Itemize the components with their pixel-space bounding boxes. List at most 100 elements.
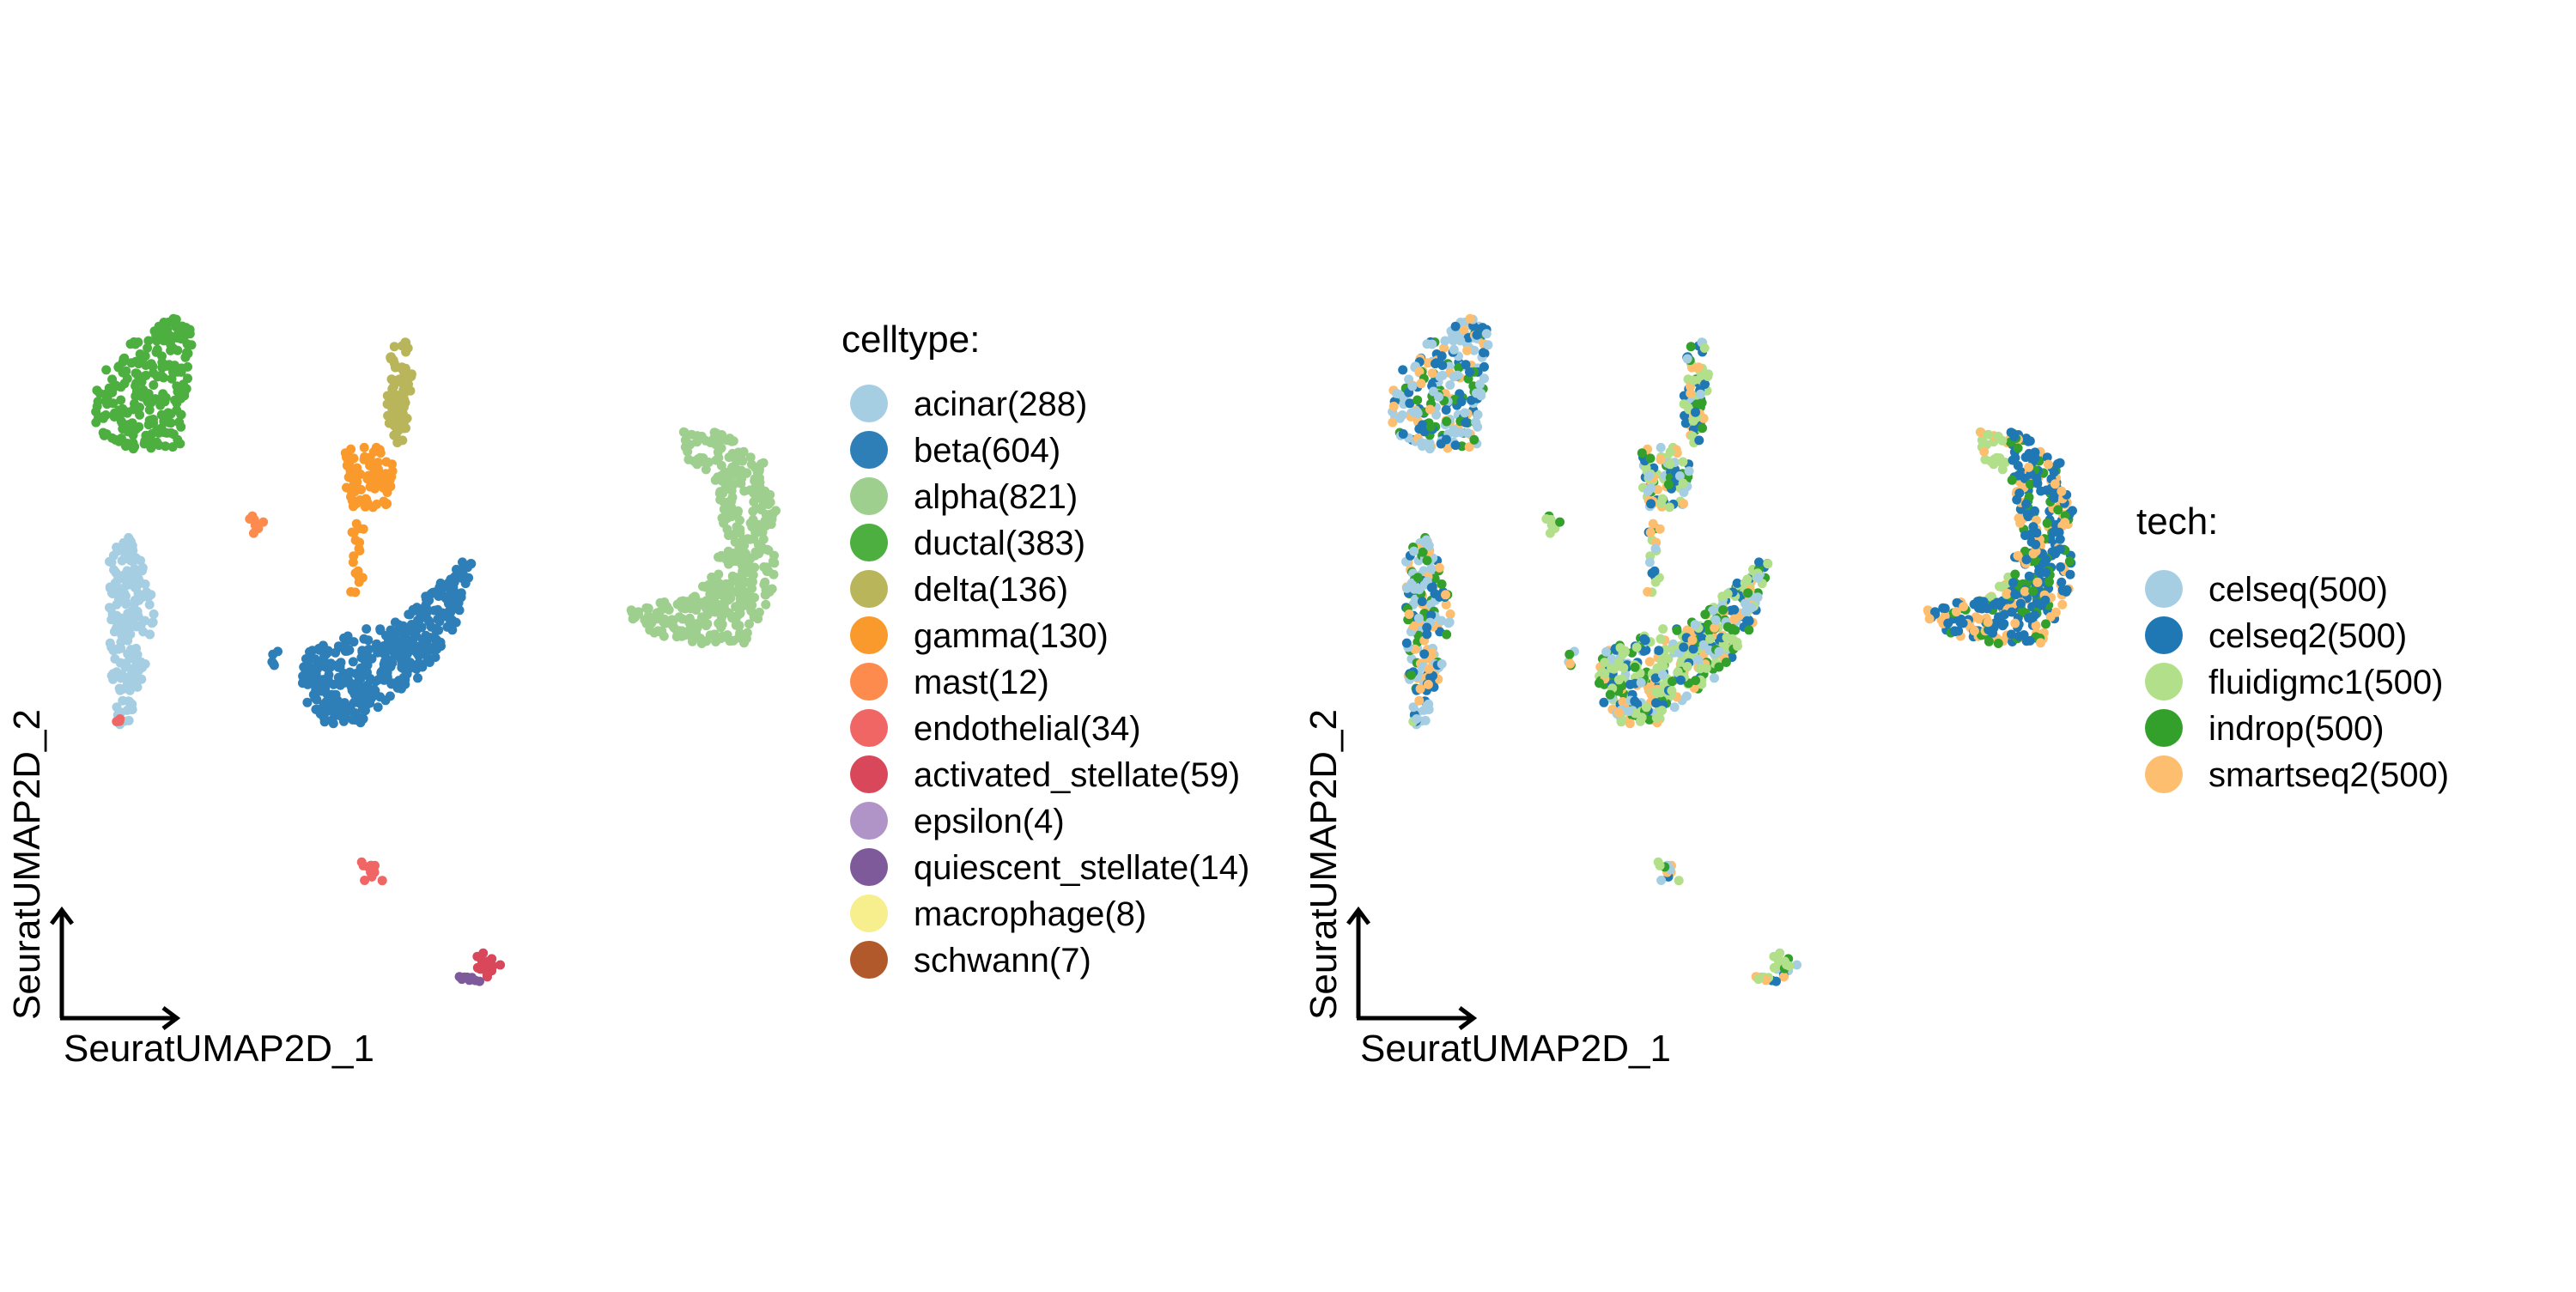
scatter-point: [361, 670, 371, 680]
legend-swatch: [850, 431, 888, 469]
scatter-point: [173, 434, 183, 445]
scatter-point: [760, 577, 770, 587]
scatter-point: [360, 498, 369, 508]
scatter-point: [424, 658, 434, 667]
scatter-point: [1449, 336, 1459, 346]
legend-label: celseq2(500): [2208, 617, 2407, 655]
scatter-point: [1431, 409, 1442, 420]
scatter-point: [1979, 446, 1990, 457]
scatter-point: [1655, 860, 1665, 870]
scatter-point: [1456, 397, 1467, 407]
scatter-point: [716, 443, 726, 453]
scatter-point: [706, 588, 715, 598]
scatter-point: [403, 343, 413, 353]
x-axis-label: SeuratUMAP2D_1: [64, 1028, 374, 1070]
scatter-point: [754, 607, 764, 617]
scatter-point: [1631, 642, 1642, 652]
scatter-point: [686, 429, 696, 440]
scatter-point: [1415, 683, 1425, 694]
scatter-point: [1409, 621, 1419, 631]
scatter-point: [628, 614, 638, 624]
scatter-point: [724, 531, 733, 541]
scatter-point: [94, 388, 105, 398]
scatter-point: [1687, 635, 1698, 646]
scatter-point: [1401, 583, 1412, 593]
scatter-point: [179, 379, 188, 390]
scatter-point: [2041, 485, 2051, 495]
scatter-point: [368, 447, 379, 457]
legend-swatch: [850, 755, 888, 793]
scatter-point: [387, 466, 398, 476]
scatter-point: [447, 588, 457, 598]
legend-label: fluidigmc1(500): [2208, 664, 2443, 701]
legend-title: celltype:: [841, 318, 980, 361]
scatter-point: [1439, 343, 1449, 353]
scatter-point: [1408, 702, 1419, 713]
scatter-point: [120, 597, 131, 607]
scatter-point: [308, 689, 319, 700]
scatter-point: [661, 618, 671, 628]
celltype-umap-panel: SeuratUMAP2D_1 SeuratUMAP2D_2 celltype: …: [0, 0, 1288, 1288]
scatter-point: [183, 361, 192, 372]
scatter-point: [349, 499, 360, 509]
scatter-point: [1644, 714, 1655, 725]
scatter-point: [1417, 597, 1427, 607]
scatter-point: [1997, 464, 2008, 475]
scatter-point: [1658, 670, 1668, 680]
scatter-point: [125, 622, 136, 633]
scatter-point: [758, 544, 769, 555]
legend-label: smartseq2(500): [2208, 756, 2449, 794]
scatter-point: [634, 607, 643, 617]
legend-swatch: [850, 709, 888, 747]
scatter-point: [1651, 713, 1662, 723]
scatter-point: [1951, 607, 1961, 617]
scatter-point: [1637, 713, 1647, 723]
axis-arrows: [1346, 906, 1478, 1030]
scatter-point: [1688, 644, 1698, 654]
scatter-point: [1595, 678, 1604, 688]
scatter-point: [2031, 621, 2041, 631]
scatter-point: [107, 610, 118, 619]
scatter-point: [1422, 622, 1432, 633]
scatter-point: [118, 683, 129, 694]
scatter-point: [2054, 527, 2064, 537]
scatter-point: [2055, 544, 2065, 555]
scatter-point: [175, 330, 185, 340]
scatter-point: [1958, 618, 1968, 628]
scatter-point: [733, 555, 744, 566]
scatter-point: [398, 435, 408, 446]
scatter-point: [1682, 354, 1692, 364]
scatter-point: [1692, 399, 1702, 409]
scatter-point: [733, 447, 744, 458]
scatter-point: [1940, 611, 1950, 622]
scatter-point: [2010, 618, 2020, 628]
scatter-point: [1997, 457, 2008, 467]
scatter-point: [1601, 646, 1611, 657]
scatter-point: [2057, 599, 2068, 610]
scatter-point: [1930, 607, 1940, 617]
scatter-point: [1406, 670, 1416, 680]
legend-swatch: [850, 477, 888, 515]
scatter-point: [302, 697, 313, 707]
scatter-point: [446, 616, 456, 626]
scatter-point: [1729, 604, 1740, 615]
scatter-point: [1969, 599, 1979, 610]
scatter-point: [672, 626, 683, 636]
scatter-point: [1414, 367, 1425, 377]
scatter-point: [692, 459, 702, 470]
scatter-point: [1456, 428, 1467, 438]
scatter-point: [1409, 546, 1419, 556]
scatter-point: [386, 662, 396, 671]
legend-swatch: [850, 895, 888, 932]
scatter-point: [348, 714, 358, 725]
scatter-point: [1693, 655, 1703, 665]
scatter-point: [1615, 643, 1625, 653]
scatter-point: [176, 409, 186, 420]
scatter-point: [433, 604, 443, 615]
scatter-point: [92, 401, 102, 411]
scatter-point: [1686, 342, 1696, 352]
scatter-point: [349, 483, 360, 494]
scatter-point: [105, 583, 115, 593]
scatter-point: [654, 607, 665, 617]
scatter-point: [1678, 478, 1688, 488]
